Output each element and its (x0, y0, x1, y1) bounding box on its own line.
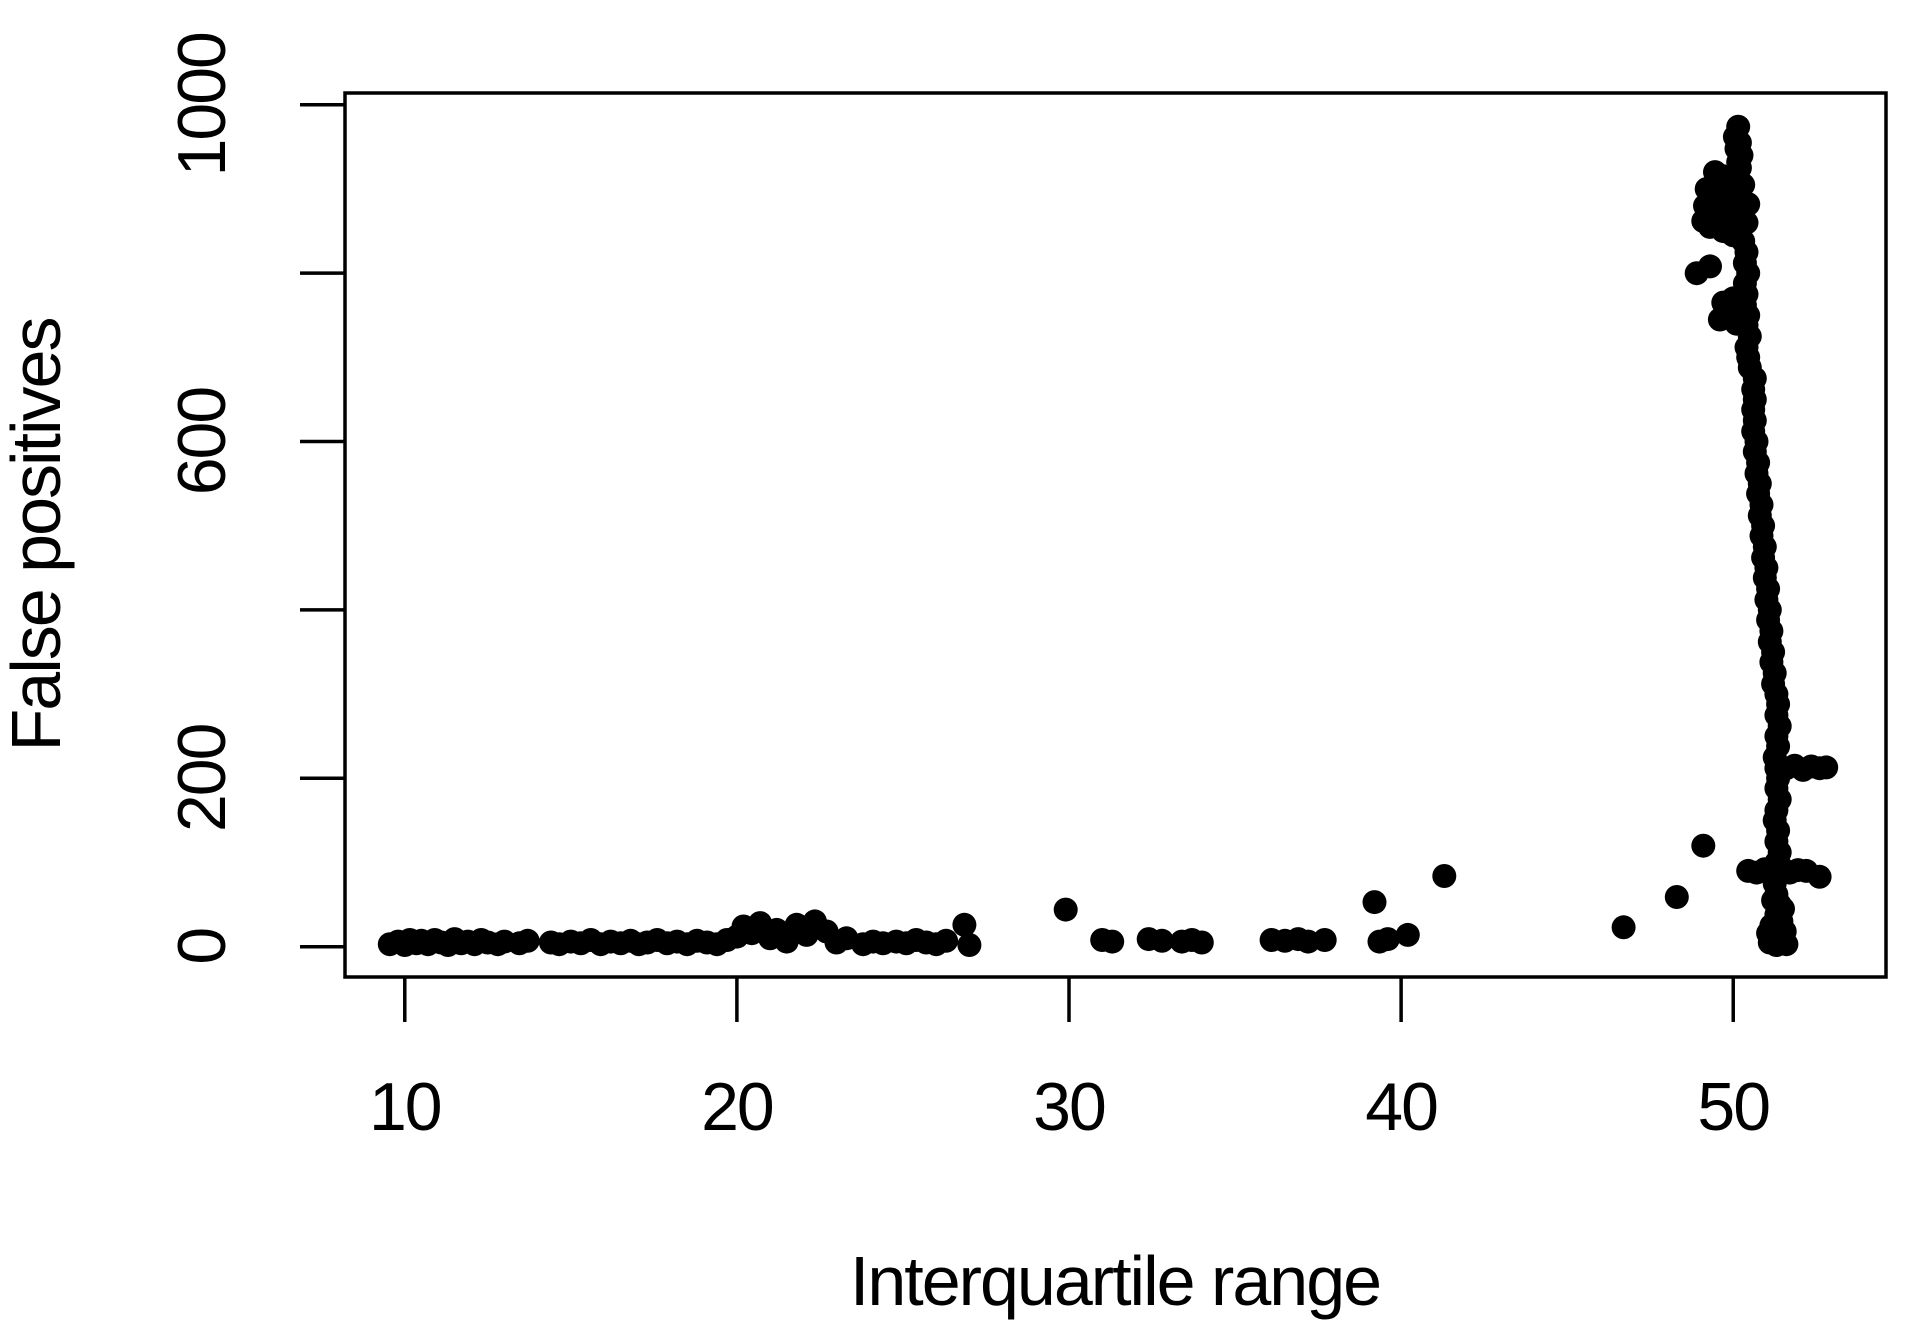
data-point (1395, 922, 1420, 947)
data-point (1432, 864, 1457, 888)
data-point (1312, 928, 1337, 952)
x-tick-label: 20 (701, 1069, 773, 1145)
data-point (1053, 897, 1078, 922)
data-point (1100, 929, 1125, 954)
data-point (1794, 858, 1819, 883)
data-point (1691, 833, 1716, 858)
data-point (1698, 254, 1722, 279)
data-point (934, 928, 959, 953)
x-tick-label: 10 (369, 1069, 441, 1145)
x-axis-tick-labels: 10 20 30 40 50 (369, 1069, 1771, 1145)
x-axis-ticks (403, 977, 1735, 1022)
data-point (1189, 930, 1214, 955)
plot-box (343, 91, 1888, 979)
data-point (952, 912, 977, 937)
y-axis-tick-labels: 0 200 600 1000 (164, 33, 240, 965)
y-tick-label: 0 (164, 929, 240, 965)
data-point (1724, 311, 1749, 336)
data-point (1814, 755, 1839, 780)
y-tick-label: 200 (164, 724, 240, 832)
data-points (377, 114, 1839, 957)
x-axis-label: Interquartile range (850, 1242, 1380, 1320)
y-tick-label: 1000 (164, 33, 240, 176)
data-point (1664, 885, 1689, 909)
x-tick-label: 30 (1033, 1069, 1105, 1145)
data-point (515, 928, 540, 953)
data-point (957, 933, 982, 957)
data-point (1150, 928, 1174, 953)
data-point (1375, 927, 1400, 952)
x-tick-label: 50 (1697, 1069, 1769, 1145)
data-point (1611, 915, 1636, 940)
y-axis-ticks (300, 103, 345, 949)
data-point (1362, 890, 1387, 915)
data-point (1703, 160, 1727, 185)
y-tick-label: 600 (164, 388, 240, 496)
x-tick-label: 40 (1365, 1069, 1437, 1145)
y-axis-label: False positives (0, 319, 75, 752)
data-point (1726, 114, 1751, 139)
data-point (1721, 286, 1746, 311)
